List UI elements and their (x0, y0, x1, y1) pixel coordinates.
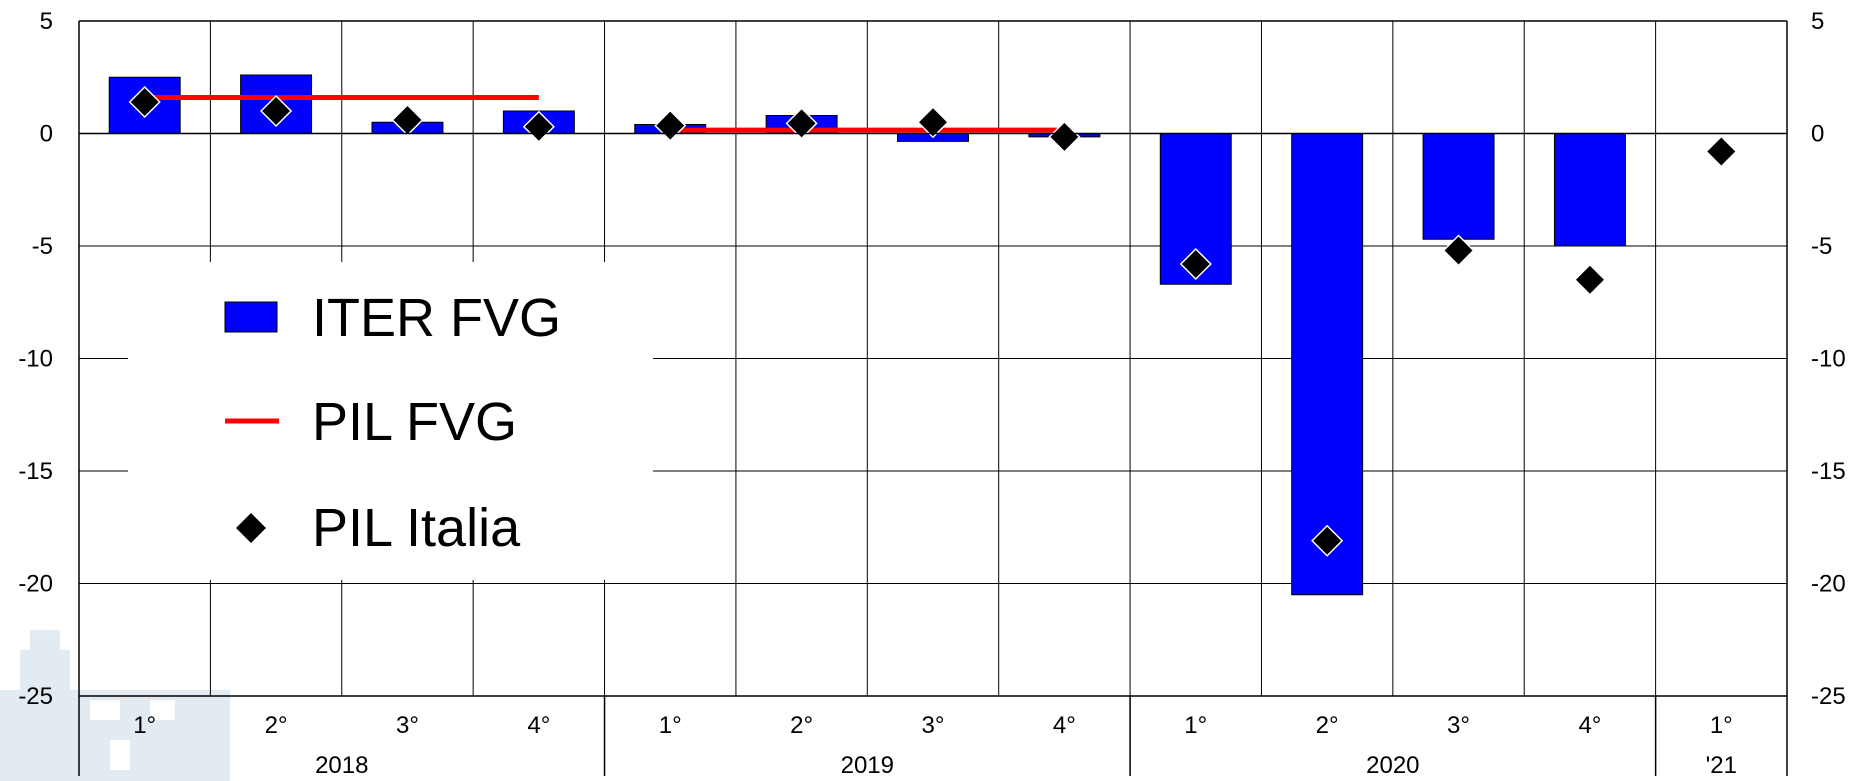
bar (1422, 133, 1495, 240)
diamond-marker (1048, 120, 1081, 153)
diamond-marker (1179, 247, 1212, 281)
x-tick-label: 1° (1184, 712, 1207, 739)
y-axis-right-ticks: 5 0 -5 -10 -15 -20 -25 (1811, 8, 1846, 710)
year-label: 2020 (1366, 752, 1419, 779)
legend-label-iter-fvg: ITER FVG (312, 288, 561, 348)
y-tick-label-right: 5 (1811, 8, 1824, 35)
x-axis-quarter-ticks: 1° 2° 3° 4° 1° 2° 3° 4° 1° 2° 3° 4° 1° (133, 712, 1733, 739)
y-axis-left-ticks: 5 0 -5 -10 -15 -20 -25 (18, 8, 53, 710)
diamond-marker (391, 103, 424, 137)
y-tick-label-right: -25 (1811, 683, 1846, 710)
x-tick-label: 4° (1053, 712, 1076, 739)
marker-series-pil-italia (128, 85, 1738, 557)
x-tick-label: 1° (133, 712, 156, 739)
y-tick-label-left: -25 (18, 683, 53, 710)
x-tick-label: 2° (790, 712, 813, 739)
diamond-marker (1311, 524, 1344, 557)
year-label: 2019 (841, 752, 894, 779)
line-series-pil-fvg (144, 95, 1065, 133)
x-tick-label: 3° (1447, 712, 1470, 739)
year-label: 2018 (315, 752, 368, 779)
y-tick-label-left: 0 (40, 121, 53, 148)
x-tick-label: 2° (265, 712, 288, 739)
bar (1291, 133, 1364, 596)
legend: ITER FVG PIL FVG PIL Italia (128, 262, 653, 580)
y-tick-label-left: -5 (32, 233, 53, 260)
y-tick-label-left: -15 (18, 458, 53, 485)
y-tick-label-right: 0 (1811, 121, 1824, 148)
legend-label-pil-fvg: PIL FVG (312, 392, 517, 452)
x-tick-label: 4° (1578, 712, 1601, 739)
x-tick-label: 4° (527, 712, 550, 739)
y-tick-label-left: 5 (40, 8, 53, 35)
diamond-marker (1705, 135, 1738, 168)
x-tick-label: 1° (1710, 712, 1733, 739)
diamond-marker (1442, 234, 1475, 267)
diamond-marker (785, 107, 818, 140)
x-axis-year-labels: 2018 2019 2020 '21 (315, 752, 1737, 779)
legend-box (128, 262, 653, 580)
y-tick-label-right: -5 (1811, 233, 1832, 260)
legend-swatch-diamond (233, 510, 269, 546)
y-tick-label-left: -20 (18, 571, 53, 598)
diamond-marker (128, 85, 161, 119)
legend-swatch-bar (224, 301, 278, 333)
y-tick-label-right: -10 (1811, 346, 1846, 373)
axes (78, 20, 1788, 776)
diamond-marker (916, 106, 950, 139)
diamond-marker (654, 109, 687, 142)
y-tick-label-left: -10 (18, 346, 53, 373)
diamond-marker (1573, 263, 1606, 296)
diamond-marker (260, 94, 293, 128)
bar (1553, 133, 1626, 247)
legend-label-pil-italia: PIL Italia (312, 498, 521, 558)
y-tick-label-right: -15 (1811, 458, 1846, 485)
year-label: '21 (1706, 752, 1737, 779)
x-tick-label: 3° (922, 712, 945, 739)
watermark-building (0, 630, 230, 781)
x-tick-label: 3° (396, 712, 419, 739)
x-tick-label: 1° (659, 712, 682, 739)
x-tick-label: 2° (1316, 712, 1339, 739)
y-tick-label-right: -20 (1811, 571, 1846, 598)
